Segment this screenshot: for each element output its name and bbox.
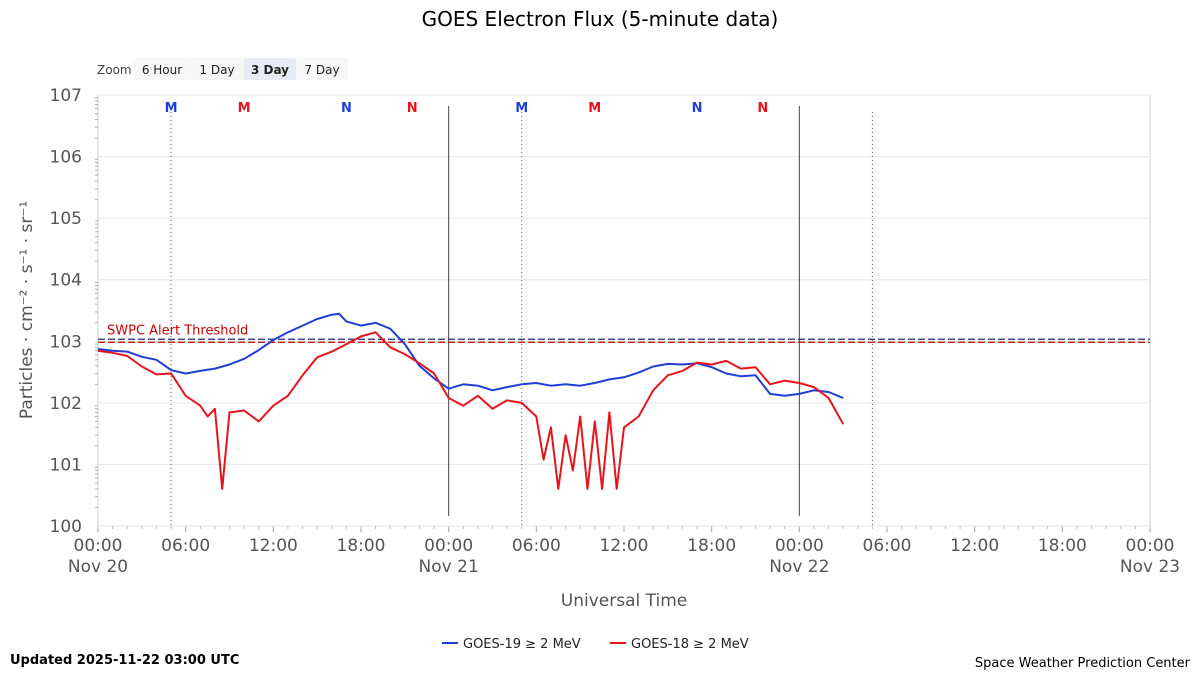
series-lines <box>97 312 845 490</box>
zoom-button-3-day[interactable] <box>244 58 296 80</box>
y-tick-label: 103 <box>50 332 82 352</box>
x-tick-time: 18:00 <box>687 536 736 556</box>
credit-text: Space Weather Prediction Center <box>974 656 1190 671</box>
y-tick-label: 104 <box>50 271 82 291</box>
zoom-button-7-day[interactable] <box>296 58 348 80</box>
zoom-button-6-hour[interactable] <box>134 58 190 80</box>
event-marker: M <box>165 101 178 116</box>
plot-area <box>97 94 1151 527</box>
x-tick-time: 06:00 <box>512 536 561 556</box>
x-tick-time: 18:00 <box>337 536 386 556</box>
event-marker: N <box>757 101 768 116</box>
chart-title: GOES Electron Flux (5-minute data) <box>422 7 779 31</box>
x-tick-time: 12:00 <box>950 536 999 556</box>
series-line-goes-19 <box>97 312 844 399</box>
x-tick-time: 00:00 <box>1126 536 1175 556</box>
y-axis-ticks: 100 101 102 103 104 105 106 107 <box>50 86 98 537</box>
grid-lines <box>98 94 1150 527</box>
x-axis-title: Universal Time <box>561 591 687 611</box>
event-marker: M <box>588 101 601 116</box>
vertical-lines <box>170 106 873 526</box>
zoom-button-label[interactable]: 6 Hour <box>142 63 182 77</box>
zoom-button-label[interactable]: 1 Day <box>199 63 234 77</box>
x-tick-date: Nov 20 <box>68 557 128 577</box>
x-tick-time: 06:00 <box>863 536 912 556</box>
zoom-controls: Zoom 6 Hour 1 Day 3 Day 7 Day <box>97 58 348 80</box>
x-tick-date: Nov 21 <box>419 557 479 577</box>
event-marker: N <box>341 101 352 116</box>
legend: GOES-19 ≥ 2 MeV GOES-18 ≥ 2 MeV <box>442 637 749 652</box>
legend-item-label[interactable]: GOES-18 ≥ 2 MeV <box>631 637 749 652</box>
threshold-label: SWPC Alert Threshold <box>107 323 248 338</box>
updated-timestamp: Updated 2025-11-22 03:00 UTC <box>10 653 240 668</box>
event-marker: M <box>515 101 528 116</box>
x-tick-time: 00:00 <box>424 536 473 556</box>
x-tick-time: 18:00 <box>1038 536 1087 556</box>
x-tick-time: 00:00 <box>775 536 824 556</box>
x-tick-time: 06:00 <box>161 536 210 556</box>
y-tick-label: 105 <box>50 209 82 229</box>
legend-item-label[interactable]: GOES-19 ≥ 2 MeV <box>463 637 581 652</box>
zoom-button-label[interactable]: 3 Day <box>251 63 289 77</box>
y-tick-label: 106 <box>50 148 82 168</box>
zoom-label: Zoom <box>97 63 132 77</box>
series-line-goes-18 <box>97 331 845 490</box>
y-axis-title: Particles · cm⁻² · s⁻¹ · sr⁻¹ <box>17 201 37 419</box>
event-marker: N <box>692 101 703 116</box>
x-tick-time: 12:00 <box>600 536 649 556</box>
x-tick-time: 00:00 <box>74 536 123 556</box>
y-tick-label: 100 <box>50 517 82 537</box>
zoom-button-1-day[interactable] <box>190 58 244 80</box>
y-tick-label: 102 <box>50 394 82 414</box>
x-tick-time: 12:00 <box>249 536 298 556</box>
zoom-button-label[interactable]: 7 Day <box>304 63 339 77</box>
x-tick-date: Nov 23 <box>1120 557 1180 577</box>
y-tick-label: 101 <box>50 455 82 475</box>
x-tick-date: Nov 22 <box>769 557 829 577</box>
y-tick-label: 107 <box>50 86 82 106</box>
event-marker: M <box>238 101 251 116</box>
event-marker: N <box>407 101 418 116</box>
